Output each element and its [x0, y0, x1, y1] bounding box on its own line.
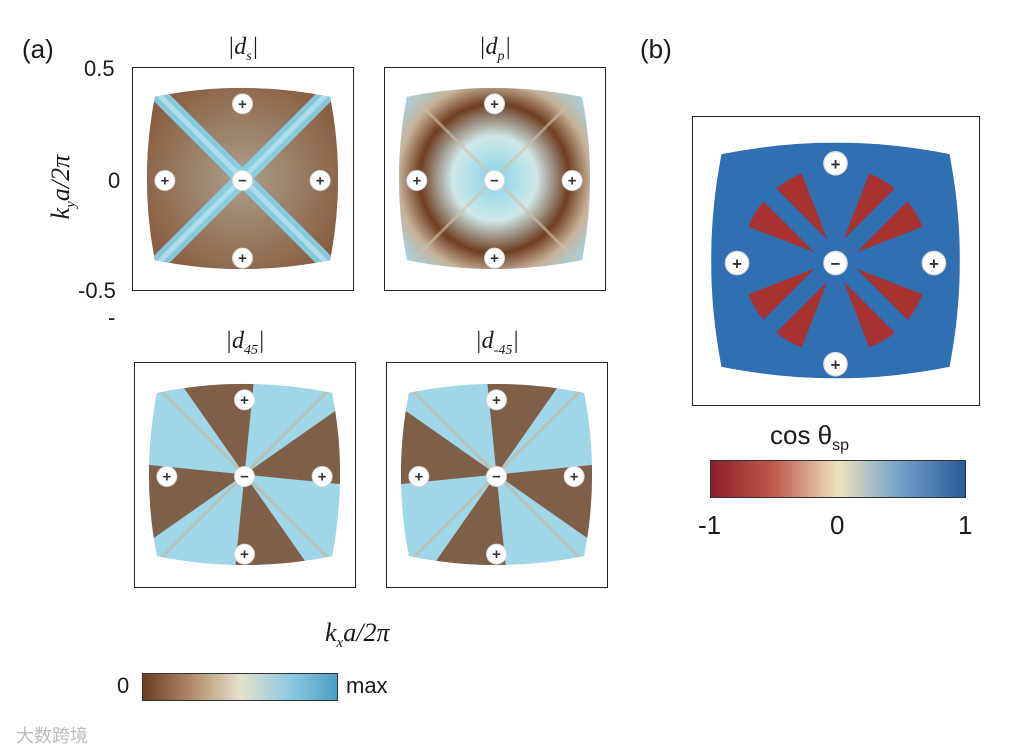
- y-axis-label: kya/2π: [45, 154, 80, 220]
- svg-text:+: +: [318, 468, 327, 485]
- svg-text:+: +: [414, 468, 423, 485]
- map-d45-frame: + + + + −: [134, 362, 356, 588]
- map-title-dp: |dp|: [478, 34, 512, 64]
- map-title-dm45: |d-45|: [475, 328, 519, 358]
- cbar-b-tick-mid: 0: [830, 510, 845, 540]
- svg-text:+: +: [238, 96, 247, 113]
- svg-text:+: +: [412, 172, 421, 189]
- svg-text:+: +: [490, 96, 499, 113]
- cbar-a-min: 0: [117, 673, 130, 698]
- svg-text:+: +: [160, 172, 169, 189]
- svg-text:+: +: [240, 392, 249, 409]
- svg-text:+: +: [240, 546, 249, 563]
- svg-text:+: +: [732, 255, 742, 274]
- svg-text:+: +: [492, 392, 501, 409]
- map-dp: + + + + −: [398, 87, 591, 270]
- cbar-b-tick-min: -1: [698, 510, 722, 540]
- y-tick-top: 0.5: [84, 56, 115, 81]
- cbar-b-tick-max: 1: [958, 510, 973, 540]
- dash-mark: -: [108, 305, 116, 330]
- map-cos-frame: + + + + −: [692, 116, 980, 406]
- map-title-d45: |d45|: [225, 328, 265, 358]
- svg-text:+: +: [831, 155, 841, 174]
- svg-text:−: −: [490, 172, 499, 189]
- watermark: 大数跨境: [16, 726, 88, 746]
- x-axis-label: kxa/2π: [325, 618, 390, 652]
- svg-text:+: +: [162, 468, 171, 485]
- cbar-a-max: max: [346, 673, 388, 698]
- svg-text:−: −: [240, 468, 249, 485]
- y-tick-mid: 0: [108, 168, 121, 193]
- cbar-b-title: cos θsp: [770, 420, 850, 455]
- svg-text:−: −: [831, 255, 841, 274]
- colorbar-a: [142, 673, 338, 701]
- map-ds-frame: + + + + −: [132, 67, 354, 291]
- map-d45: + + + + −: [148, 383, 341, 566]
- map-cos: + + + + −: [711, 142, 960, 379]
- svg-text:+: +: [568, 172, 577, 189]
- svg-text:+: +: [929, 255, 939, 274]
- svg-text:+: +: [492, 546, 501, 563]
- svg-text:+: +: [316, 172, 325, 189]
- map-title-ds: |ds|: [227, 34, 259, 64]
- svg-text:−: −: [238, 172, 247, 189]
- map-dm45-frame: + + + + −: [386, 362, 608, 588]
- map-ds: + + + + −: [146, 87, 339, 270]
- colorbar-b: [710, 460, 966, 498]
- svg-text:−: −: [492, 468, 501, 485]
- svg-text:+: +: [238, 250, 247, 267]
- map-dp-frame: + + + + −: [384, 67, 606, 291]
- svg-text:+: +: [490, 250, 499, 267]
- y-tick-bottom: -0.5: [78, 278, 116, 303]
- svg-text:+: +: [831, 356, 841, 375]
- markers: + + + + −: [154, 93, 331, 269]
- panel-b-label: (b): [640, 34, 672, 64]
- panel-a-label: (a): [22, 34, 54, 64]
- svg-text:+: +: [570, 468, 579, 485]
- map-dm45: + + + + −: [400, 383, 593, 566]
